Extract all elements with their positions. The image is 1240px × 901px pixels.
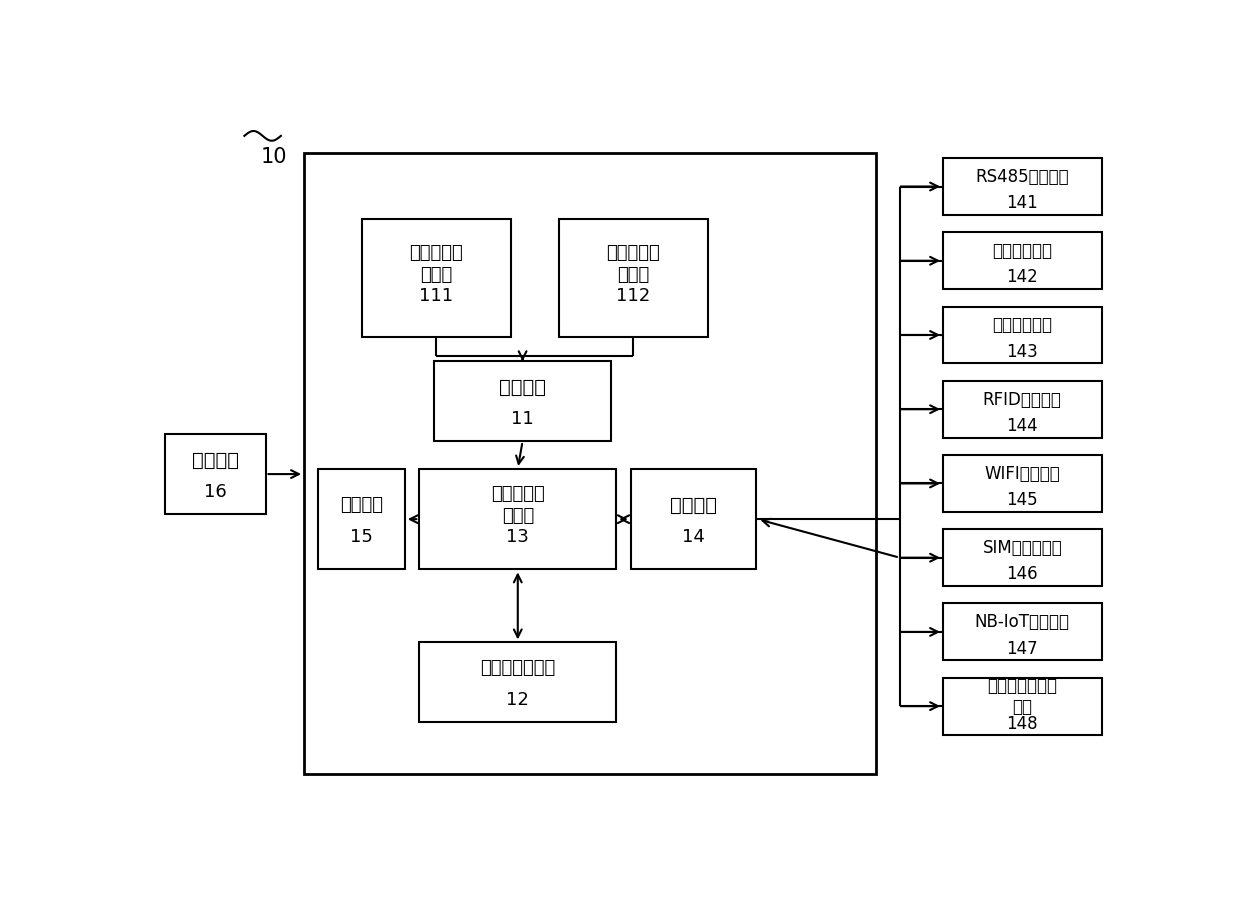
Bar — [419, 642, 616, 722]
Text: 15: 15 — [350, 528, 373, 546]
Text: 10: 10 — [260, 147, 288, 167]
Text: 电力线载波通讯
接口: 电力线载波通讯 接口 — [987, 677, 1058, 715]
Text: RFID通讯接口: RFID通讯接口 — [983, 390, 1061, 408]
Bar — [942, 158, 1101, 215]
Bar — [631, 469, 755, 569]
Text: 144: 144 — [1007, 417, 1038, 435]
Bar — [304, 153, 875, 774]
Bar — [434, 361, 611, 441]
Text: NB-IoT通讯接口: NB-IoT通讯接口 — [975, 614, 1070, 632]
Text: 145: 145 — [1007, 491, 1038, 509]
Text: 蓝牙通讯接口: 蓝牙通讯接口 — [992, 242, 1053, 260]
Bar — [419, 469, 616, 569]
Text: 146: 146 — [1007, 565, 1038, 583]
Text: 111: 111 — [419, 287, 453, 305]
Text: 16: 16 — [203, 483, 227, 501]
Bar — [558, 219, 708, 337]
Text: 区块链支撑模块: 区块链支撑模块 — [480, 660, 556, 678]
Text: 电压信号采
样模块: 电压信号采 样模块 — [606, 244, 660, 285]
Text: 中央数据处
理模块: 中央数据处 理模块 — [491, 486, 544, 525]
Text: 142: 142 — [1007, 268, 1038, 287]
Bar — [362, 219, 511, 337]
Text: 13: 13 — [506, 528, 529, 546]
Text: 电源模块: 电源模块 — [191, 450, 238, 469]
Bar — [319, 469, 404, 569]
Text: 147: 147 — [1007, 640, 1038, 658]
Text: 12: 12 — [506, 691, 529, 709]
Bar — [942, 678, 1101, 734]
Text: 红外通讯接口: 红外通讯接口 — [992, 316, 1053, 334]
Text: WIFI通讯接口: WIFI通讯接口 — [985, 465, 1060, 483]
Bar — [942, 381, 1101, 438]
Text: 11: 11 — [511, 410, 534, 428]
Text: SIM卡通讯接口: SIM卡通讯接口 — [982, 539, 1063, 557]
Bar — [942, 306, 1101, 363]
Text: 显示模块: 显示模块 — [340, 496, 383, 514]
Bar — [165, 434, 265, 514]
Bar — [942, 604, 1101, 660]
Text: 电流信号采
样模块: 电流信号采 样模块 — [409, 244, 463, 285]
Text: 计量模块: 计量模块 — [498, 378, 546, 396]
Text: 141: 141 — [1007, 195, 1038, 212]
Text: 148: 148 — [1007, 715, 1038, 733]
Text: 14: 14 — [682, 528, 704, 546]
Text: RS485通讯接口: RS485通讯接口 — [976, 168, 1069, 186]
Bar — [942, 529, 1101, 587]
Bar — [942, 232, 1101, 289]
Text: 112: 112 — [616, 287, 650, 305]
Text: 143: 143 — [1007, 342, 1038, 360]
Bar — [942, 455, 1101, 512]
Text: 通讯模块: 通讯模块 — [670, 496, 717, 514]
